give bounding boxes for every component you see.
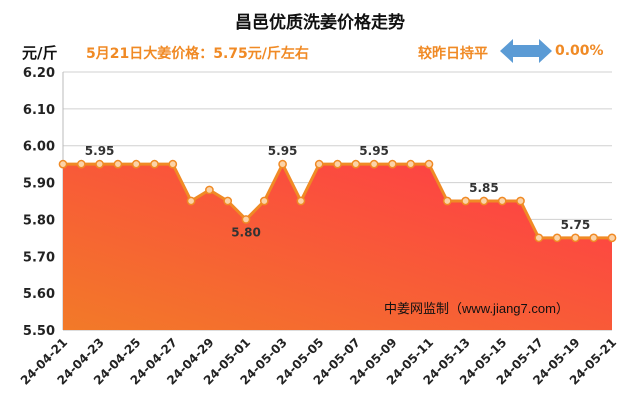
data-point <box>442 196 452 206</box>
data-point <box>296 196 306 206</box>
data-point <box>571 233 580 243</box>
data-labels: 5.95 5.80 5.95 5.95 5.85 5.75 <box>85 144 590 239</box>
data-point <box>168 159 178 169</box>
change-percent: 0.00% <box>555 43 604 59</box>
data-point <box>205 185 214 195</box>
data-point <box>516 196 525 206</box>
chart-title: 昌邑优质洗姜价格走势 <box>235 13 405 33</box>
data-point <box>534 233 544 243</box>
data-point <box>186 196 196 206</box>
data-point <box>369 159 379 169</box>
data-point <box>607 233 617 243</box>
data-label: 5.95 <box>359 144 389 158</box>
data-point <box>388 159 397 169</box>
y-tick-label: 6.00 <box>23 140 55 155</box>
data-point <box>424 159 434 169</box>
data-points <box>58 159 617 243</box>
data-point <box>333 159 342 169</box>
data-point <box>76 159 86 169</box>
data-point <box>461 196 470 206</box>
data-point <box>406 159 416 169</box>
data-label: 5.95 <box>85 144 115 158</box>
price-summary: 5月21日大姜价格：5.75元/斤左右 <box>86 46 309 62</box>
data-point <box>95 159 104 169</box>
data-point <box>278 159 287 169</box>
data-label: 5.80 <box>231 225 261 239</box>
data-label: 5.75 <box>561 218 591 232</box>
area-fill <box>63 164 612 330</box>
compare-label: 较昨日持平 <box>418 46 488 62</box>
y-axis-labels: 5.50 5.60 5.70 5.80 5.90 6.00 6.10 6.20 <box>23 66 55 339</box>
data-point <box>223 196 233 206</box>
data-point <box>552 233 562 243</box>
data-point <box>589 233 599 243</box>
data-point <box>259 196 269 206</box>
y-tick-label: 6.20 <box>23 66 55 81</box>
data-point <box>113 159 123 169</box>
y-tick-label: 5.50 <box>23 324 55 339</box>
y-tick-label: 5.80 <box>23 213 55 228</box>
y-tick-label: 5.90 <box>23 177 55 192</box>
data-point <box>314 159 324 169</box>
double-arrow-icon <box>500 39 552 63</box>
data-point <box>131 159 141 169</box>
watermark: 中姜网监制（www.jiang7.com） <box>384 301 569 316</box>
y-unit-label: 元/斤 <box>22 44 58 62</box>
data-point <box>150 159 159 169</box>
x-axis-labels: 24-04-2124-04-2324-04-2524-04-2724-04-29… <box>18 335 619 387</box>
data-point <box>351 159 361 169</box>
data-point <box>479 196 489 206</box>
y-tick-label: 5.70 <box>23 250 55 265</box>
y-tick-label: 5.60 <box>23 287 55 302</box>
data-point <box>58 159 68 169</box>
y-tick-label: 6.10 <box>23 103 55 118</box>
data-point <box>241 215 251 224</box>
data-label: 5.95 <box>268 144 298 158</box>
data-label: 5.85 <box>469 181 499 195</box>
data-point <box>497 196 507 206</box>
